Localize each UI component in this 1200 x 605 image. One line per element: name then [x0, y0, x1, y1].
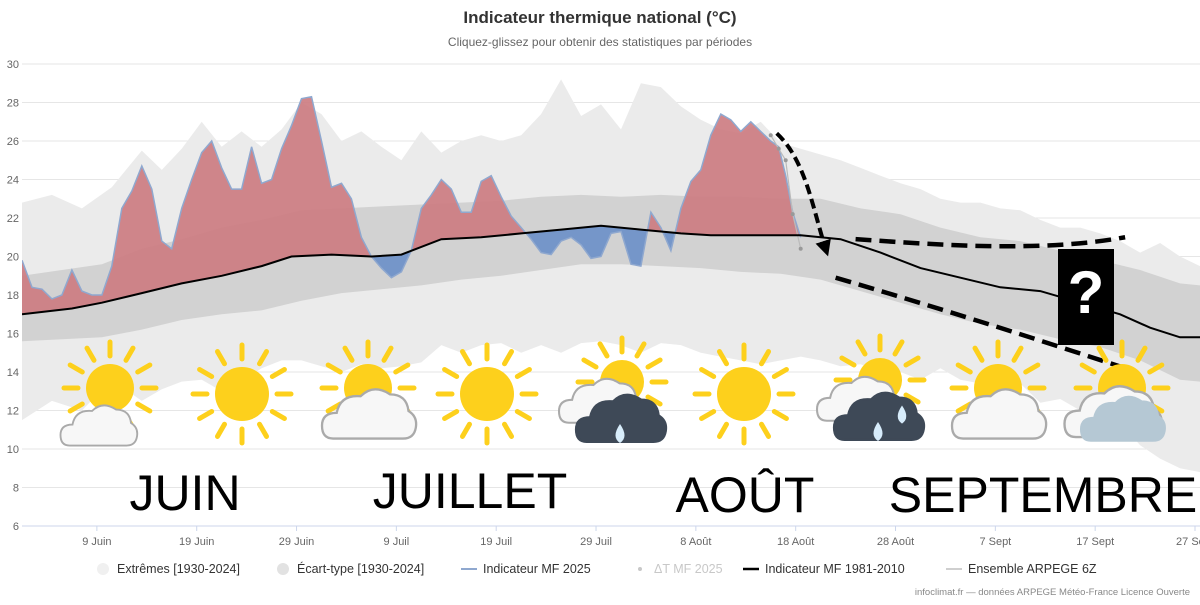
month-label: JUILLET — [373, 463, 568, 519]
weather-icon-sun-rain — [557, 335, 669, 443]
y-tick-label: 30 — [7, 59, 19, 71]
y-tick-label: 18 — [7, 290, 19, 302]
weather-icon-sun-cloud — [59, 339, 159, 447]
legend-label: Écart-type [1930-2024] — [297, 561, 424, 576]
legend[interactable]: Extrêmes [1930-2024] Écart-type [1930-202… — [97, 561, 1097, 576]
x-tick-label: 8 Août — [680, 536, 711, 548]
weather-icon-sun — [435, 342, 539, 446]
weather-icons — [59, 333, 1171, 447]
legend-item[interactable]: Indicateur MF 2025 — [461, 562, 591, 576]
legend-label: ΔT MF 2025 — [654, 562, 723, 576]
y-tick-label: 26 — [7, 136, 19, 148]
month-label: AOÛT — [676, 467, 815, 523]
cloud-icon — [950, 388, 1048, 440]
raindrop-icon — [615, 424, 625, 443]
month-labels: JUIN JUILLET AOÛT SEPTEMBRE — [129, 463, 1197, 523]
y-tick-label: 16 — [7, 329, 19, 341]
series-layer — [22, 95, 1200, 339]
series-line-normal[interactable] — [22, 224, 1200, 339]
y-tick-label: 14 — [7, 367, 19, 379]
x-tick-label: 18 Août — [777, 536, 814, 548]
x-tick-label: 17 Sept — [1076, 536, 1114, 548]
question-mark: ? — [1068, 259, 1105, 326]
month-label: SEPTEMBRE — [889, 467, 1197, 523]
y-tick-label: 8 — [13, 483, 19, 495]
legend-label: Indicateur MF 1981-2010 — [765, 562, 905, 576]
weather-icon-sun-cloud-grey — [1063, 339, 1171, 442]
legend-marker — [638, 567, 642, 571]
legend-item[interactable]: Écart-type [1930-2024] — [277, 561, 424, 576]
legend-marker — [277, 563, 289, 575]
y-tick-label: 28 — [7, 98, 19, 110]
y-tick-label: 10 — [7, 444, 19, 456]
legend-item[interactable]: Extrêmes [1930-2024] — [97, 562, 240, 576]
month-label: JUIN — [129, 465, 240, 521]
cloud-icon — [1079, 395, 1166, 442]
legend-label: Indicateur MF 2025 — [483, 562, 591, 576]
x-tick-label: 29 Juil — [580, 536, 612, 548]
forecast-arrows: ? — [775, 131, 1126, 371]
x-tick-label: 28 Août — [877, 536, 914, 548]
forecast-arrow-main — [775, 131, 831, 257]
x-tick-label: 19 Juin — [179, 536, 214, 548]
warm-anomaly-area — [22, 96, 801, 315]
x-tick-label: 19 Juil — [480, 536, 512, 548]
legend-item[interactable]: Ensemble ARPEGE 6Z — [946, 562, 1097, 576]
y-tick-label: 22 — [7, 213, 19, 225]
x-tick-label: 27 Sept — [1176, 536, 1200, 548]
weather-icon-sun — [190, 342, 294, 446]
ensemble-point — [783, 158, 788, 163]
raindrop-icon — [873, 422, 883, 441]
legend-item[interactable]: ΔT MF 2025 — [638, 562, 723, 576]
weather-icon-sun-cloud — [949, 339, 1048, 440]
ensemble-point — [790, 212, 795, 217]
legend-label: Extrêmes [1930-2024] — [117, 562, 240, 576]
weather-icon-sun-rain — [815, 333, 927, 441]
y-axis-ticks: 6 8 10 12 14 16 18 20 22 24 26 28 30 — [7, 59, 19, 533]
series-line-2025[interactable] — [22, 95, 802, 300]
ensemble-point — [768, 133, 773, 138]
x-tick-label: 7 Sept — [979, 536, 1011, 548]
sun-icon — [190, 342, 294, 446]
weather-icon-sun-cloud — [319, 339, 418, 440]
sun-icon — [692, 342, 796, 446]
forecast-dash-lower — [834, 275, 1126, 371]
y-tick-label: 24 — [7, 175, 19, 187]
y-tick-label: 20 — [7, 252, 19, 264]
raindrop-icon — [897, 405, 907, 424]
cloud-icon — [832, 391, 926, 441]
y-tick-label: 12 — [7, 406, 19, 418]
cloud-icon — [574, 393, 668, 443]
chart-title: Indicateur thermique national (°C) — [463, 8, 736, 27]
x-tick-label: 9 Juin — [82, 536, 111, 548]
x-tick-label: 29 Juin — [279, 536, 314, 548]
cloud-icon — [320, 388, 418, 440]
credit-text: infoclimat.fr — données ARPEGE Météo-Fra… — [915, 587, 1190, 598]
legend-item[interactable]: Indicateur MF 1981-2010 — [743, 562, 905, 576]
x-tick-label: 9 Juil — [384, 536, 410, 548]
cloud-icon — [59, 404, 139, 447]
chart-subtitle: Cliquez-glissez pour obtenir des statist… — [448, 35, 752, 49]
legend-marker — [97, 563, 109, 575]
ensemble-point — [798, 246, 803, 251]
ensemble-point — [776, 146, 781, 151]
x-axis-ticks: 9 Juin 19 Juin 29 Juin 9 Juil 19 Juil 29 Juil… — [82, 526, 1200, 548]
forecast-dash-upper — [855, 235, 1126, 249]
y-tick-label: 6 — [13, 521, 19, 533]
question-box — [1058, 249, 1114, 345]
legend-label: Ensemble ARPEGE 6Z — [968, 562, 1097, 576]
sun-icon — [435, 342, 539, 446]
weather-icon-sun — [692, 342, 796, 446]
